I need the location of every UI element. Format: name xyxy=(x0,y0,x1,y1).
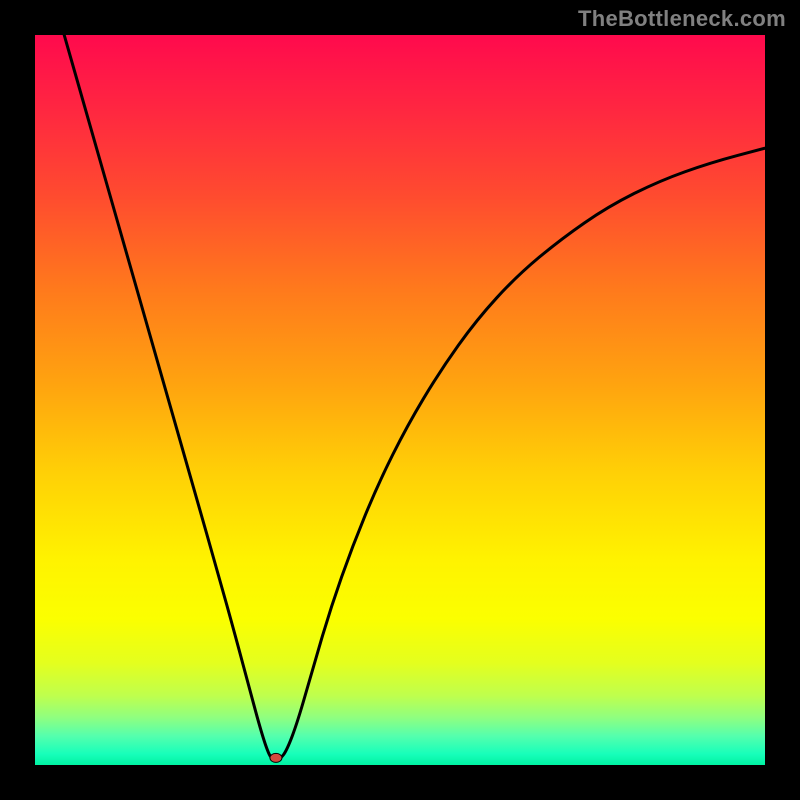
watermark-text: TheBottleneck.com xyxy=(578,6,786,32)
bottleneck-curve xyxy=(35,35,765,765)
plot-area xyxy=(35,35,765,765)
chart-container: TheBottleneck.com xyxy=(0,0,800,800)
